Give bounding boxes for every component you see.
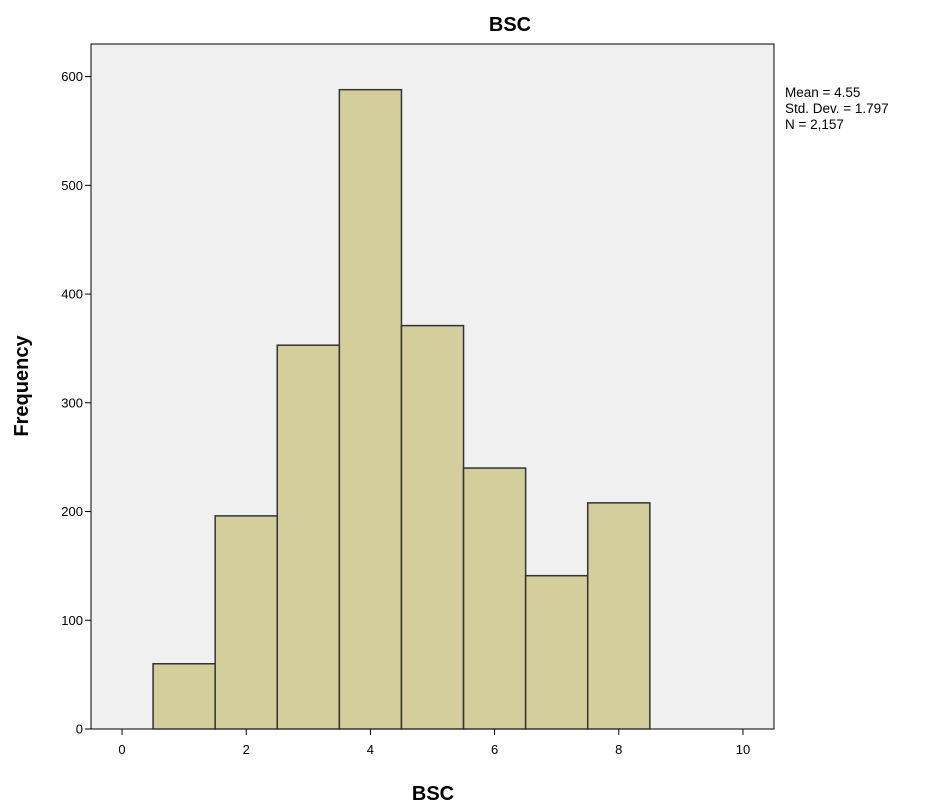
histogram-bar-5 [400, 324, 465, 730]
stat-std-dev: Std. Dev. = 1.797 [785, 101, 889, 116]
y-tick-label: 200 [61, 504, 83, 519]
histogram-bar-2 [214, 515, 279, 730]
chart-title: BSC [489, 14, 531, 36]
y-tick-label: 0 [76, 722, 83, 737]
y-tick-label: 500 [61, 178, 83, 193]
x-tick-label: 6 [491, 742, 498, 757]
stats-box: Mean = 4.55 Std. Dev. = 1.797 N = 2,157 [785, 85, 889, 132]
bars-group [152, 88, 651, 730]
stat-n: N = 2,157 [785, 117, 844, 132]
histogram-bar-7 [524, 574, 589, 730]
x-axis: 0 2 4 6 8 10 [118, 729, 750, 757]
histogram-bar-8 [586, 502, 651, 730]
y-axis-label: Frequency [11, 335, 33, 437]
x-tick-label: 8 [615, 742, 622, 757]
histogram-bar-1 [152, 663, 216, 730]
histogram-bar-4 [338, 88, 403, 730]
histogram-bar-6 [462, 467, 527, 730]
y-tick-label: 100 [61, 613, 83, 628]
x-tick-label: 10 [736, 742, 750, 757]
stat-mean: Mean = 4.55 [785, 85, 860, 100]
histogram-bar-3 [276, 344, 341, 730]
y-tick-label: 600 [61, 69, 83, 84]
x-tick-label: 2 [243, 742, 250, 757]
x-axis-label: BSC [412, 783, 454, 805]
y-axis: 0 100 200 300 400 500 600 [61, 69, 91, 737]
x-tick-label: 0 [118, 742, 125, 757]
y-tick-label: 300 [61, 395, 83, 410]
y-tick-label: 400 [61, 287, 83, 302]
x-tick-label: 4 [367, 742, 374, 757]
